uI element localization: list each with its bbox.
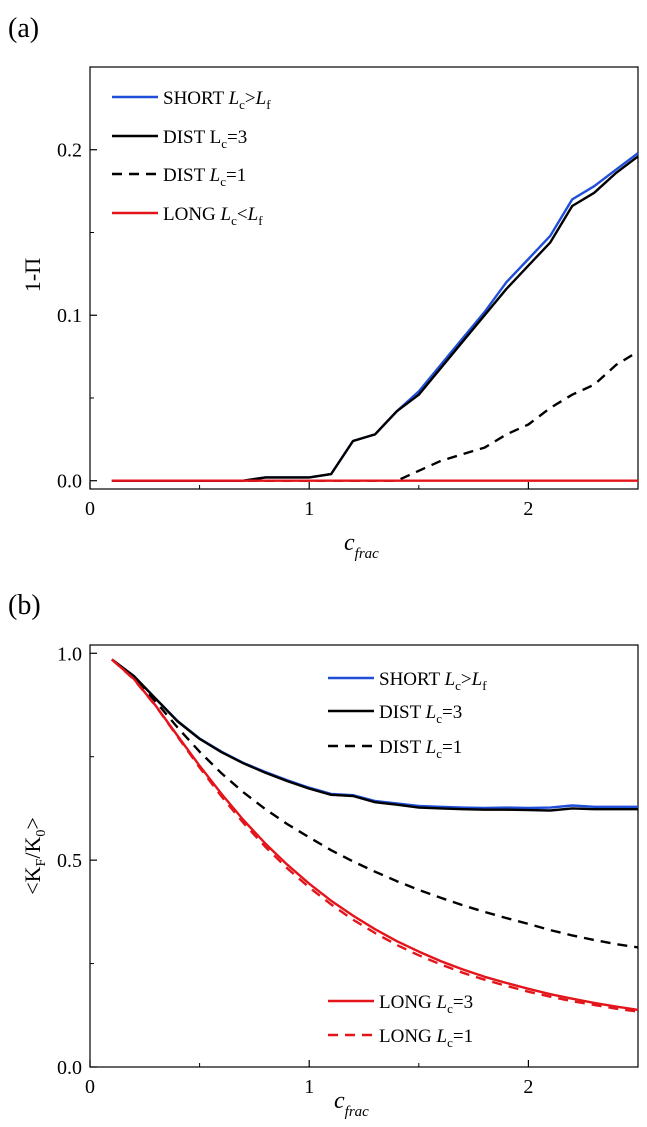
axes-b: 0 1 2 0.0 0.5 1.0 <box>57 643 533 1098</box>
legend-label-a-1: DIST Lc=3 <box>163 127 247 151</box>
series-line-b-2 <box>111 658 639 949</box>
series-line-a-0 <box>111 152 639 482</box>
y-axis-label-a: 1-Π <box>20 258 45 292</box>
y-tick-label-b-1: 0.5 <box>57 850 82 872</box>
y-tick-label-a-1: 0.1 <box>57 305 82 327</box>
x-tick-label-a-2: 2 <box>523 498 533 520</box>
y-axis-label-b-sub-f: F <box>34 858 49 866</box>
panel-label-b: (b) <box>8 590 41 621</box>
y-tick-label-b-2: 1.0 <box>57 643 82 665</box>
x-axis-label-a-main: c <box>344 530 355 556</box>
y-tick-label-a-2: 0.2 <box>57 140 82 162</box>
y-axis-label-b-close: > <box>20 817 45 829</box>
series-layer-b <box>111 658 639 1013</box>
legend-label-b-3: LONG Lc=3 <box>379 992 473 1016</box>
legend-label-b-4: LONG Lc=1 <box>379 1026 473 1050</box>
series-line-b-4 <box>111 658 639 1013</box>
legend-label-b-1: DIST Lc=3 <box>379 702 462 726</box>
legend-label-b-0: SHORT Lc>Lf <box>379 669 487 693</box>
x-axis-label-a-sub: frac <box>355 546 380 562</box>
legend-a: SHORT Lc>Lf DIST Lc=3 DIST Lc=1 LONG Lc<Lf <box>112 88 271 228</box>
series-line-a-2 <box>111 350 639 482</box>
x-tick-label-b-1: 1 <box>304 1076 314 1098</box>
y-axis-label-b-open: <K <box>20 866 45 894</box>
x-axis-label-a: cfrac <box>344 530 379 562</box>
x-tick-label-a-1: 1 <box>304 498 314 520</box>
x-tick-label-a-0: 0 <box>85 498 95 520</box>
legend-label-a-0: SHORT Lc>Lf <box>163 88 271 112</box>
panel-a: (a) 0 1 2 0.0 0.1 0.2 SHORT Lc>Lf DIST Lc=3 DIS… <box>8 13 639 562</box>
x-axis-label-b: cfrac <box>334 1088 369 1120</box>
legend-label-a-3: LONG Lc<Lf <box>163 204 263 228</box>
y-tick-label-a-0: 0.0 <box>57 471 82 493</box>
panel-label-a: (a) <box>8 13 39 44</box>
x-tick-label-b-0: 0 <box>85 1076 95 1098</box>
panel-b: (b) 0 1 2 0.0 0.5 1.0 SHORT Lc>Lf DIST Lc=3 DIS… <box>8 590 639 1120</box>
x-tick-label-b-2: 2 <box>523 1076 533 1098</box>
series-layer-a <box>111 152 639 482</box>
y-axis-label-b: <KF/K0> <box>20 817 49 895</box>
plot-frame-a <box>89 66 639 490</box>
x-axis-label-b-main: c <box>334 1088 345 1114</box>
y-axis-label-b-sub-0: 0 <box>34 830 49 837</box>
legend-label-b-2: DIST Lc=1 <box>379 737 462 761</box>
plot-frame-b <box>89 644 639 1068</box>
legend-label-a-2: DIST Lc=1 <box>163 165 246 189</box>
series-line-b-3 <box>111 658 639 1012</box>
series-line-b-0 <box>111 658 638 810</box>
y-tick-label-b-0: 0.0 <box>57 1057 82 1079</box>
legend-b: SHORT Lc>Lf DIST Lc=3 DIST Lc=1 LONG Lc=3 LO… <box>328 669 487 1050</box>
series-line-b-1 <box>111 658 638 812</box>
x-axis-label-b-sub: frac <box>345 1104 370 1120</box>
axes-a: 0 1 2 0.0 0.1 0.2 <box>57 140 533 520</box>
y-axis-label-b-slash: /K <box>20 837 45 859</box>
